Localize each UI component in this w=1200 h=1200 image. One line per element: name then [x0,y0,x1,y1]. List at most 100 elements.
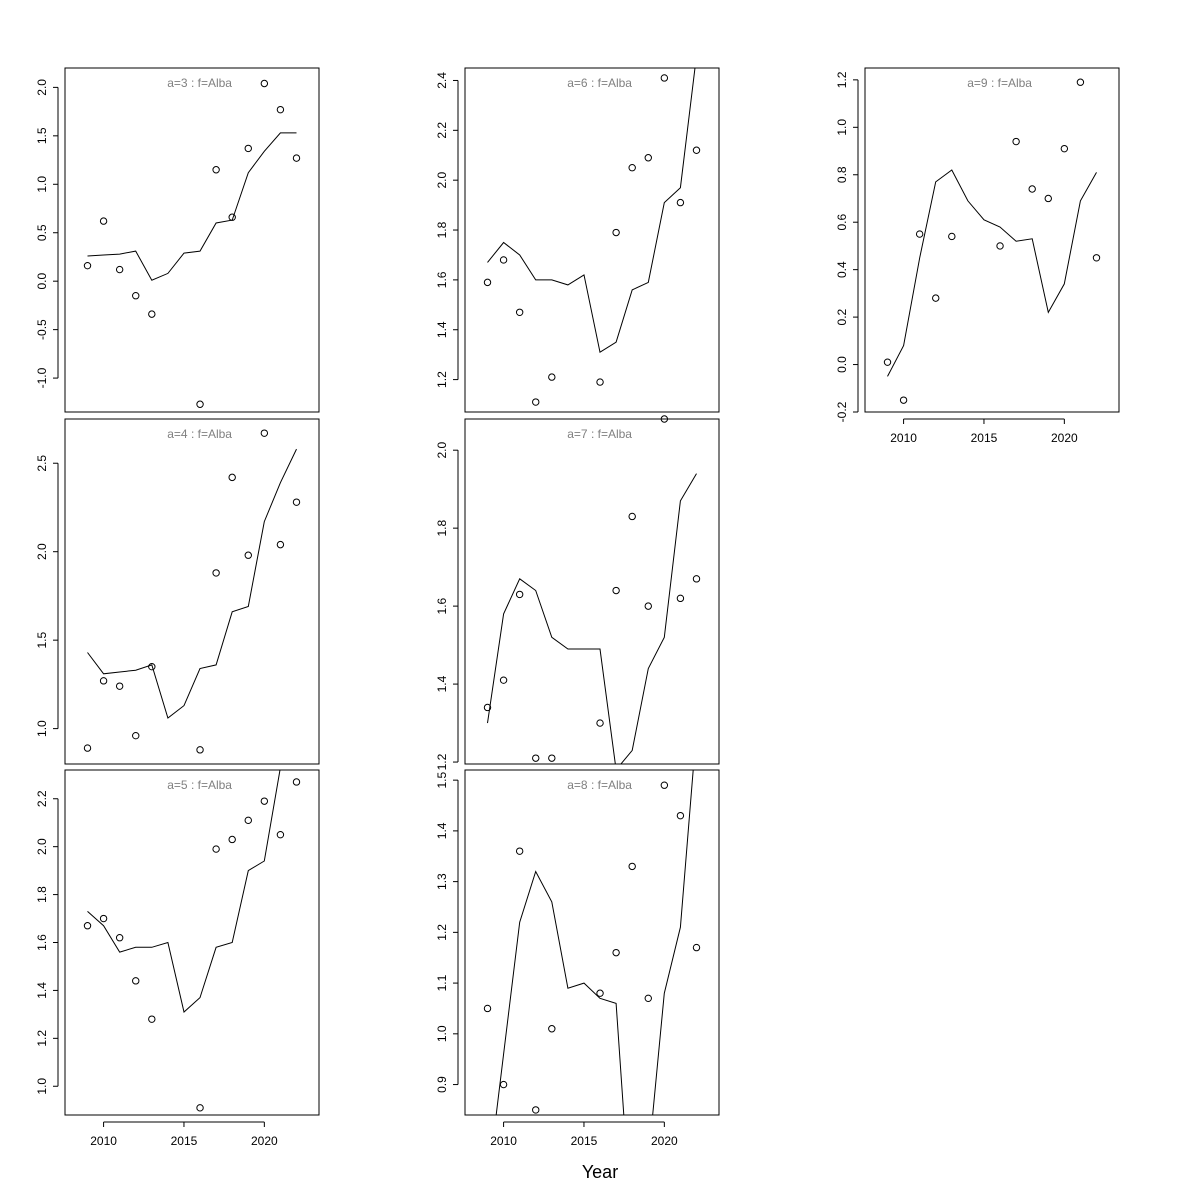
observed-point [612,586,620,595]
fitted-line [87,132,297,281]
observed-point [83,922,92,930]
observed-point [115,265,124,274]
y-tick-label: 2.0 [35,79,49,96]
observed-point [499,1080,508,1089]
observed-point [244,551,252,559]
panel-label: a=7 : f=Alba [567,427,632,441]
observed-point [115,934,124,942]
y-tick-label: 2.2 [435,122,449,139]
observed-point [196,400,204,408]
panel: a=9 : f=Alba -0.2 0.0 0.2 0.4 0.6 0.8 1.0 1.2 201… [835,67,1120,445]
fitted-line [487,473,697,764]
panel: a=5 : f=Alba 1.0 1.2 1.4 1.6 1.8 2.0 2.2 2010 201… [35,769,320,1148]
x-tick-label: 2015 [571,1134,598,1148]
y-tick-label: 1.5 [435,771,449,788]
observed-point [596,719,604,727]
observed-point [676,594,685,603]
y-tick-label: 2.0 [435,172,449,189]
y-tick-label: 2.4 [435,72,449,89]
observed-point [483,703,492,712]
y-tick-label: 1.3 [435,873,449,890]
observed-point [276,105,285,114]
y-tick-label: 1.4 [435,675,449,692]
panel: a=6 : f=Alba 1.2 1.4 1.6 1.8 2.0 2.2 2.4 [435,67,720,413]
observed-point [483,278,492,287]
observed-point [883,358,892,366]
y-tick-label: 1.5 [35,631,49,648]
observed-point [132,731,140,740]
panel: a=8 : f=Alba 0.9 1.0 1.1 1.2 1.3 1.4 1.5 2010 201… [435,769,720,1148]
observed-point [212,569,220,577]
observed-point [292,154,301,162]
observed-point [548,373,556,381]
y-tick-label: 1.6 [435,597,449,614]
y-tick-label: 0.6 [835,214,849,231]
observed-point [548,1025,556,1033]
y-tick-label: 1.0 [35,720,49,737]
y-tick-label: 1.8 [435,221,449,238]
observed-point [915,230,924,238]
x-tick-label: 2020 [1051,431,1078,445]
y-tick-label: 2.0 [435,442,449,459]
observed-point [244,816,252,825]
panel-label: a=3 : f=Alba [167,76,232,90]
observed-point [132,292,140,300]
observed-point [692,943,701,952]
y-tick-label: 1.8 [435,519,449,536]
observed-point [628,164,636,172]
panel-label: a=5 : f=Alba [167,778,232,792]
fitted-line [87,770,281,1013]
x-tick-label: 2010 [90,1134,117,1148]
y-tick-label: 2.0 [35,543,49,560]
y-tick-label: -1.0 [35,367,49,388]
panel-grid: a=3 : f=Alba-1.0-0.50.00.51.01.52.0a=4 :… [35,67,1120,1148]
y-tick-label: 1.4 [35,982,49,999]
observed-point [276,540,285,549]
observed-point [532,398,540,406]
observed-point [660,415,669,423]
y-tick-label: 1.2 [435,753,449,770]
fitted-line [887,169,1097,377]
observed-point [932,294,940,302]
fitted-line [87,448,297,719]
panel-label: a=4 : f=Alba [167,427,232,441]
panel-label: a=6 : f=Alba [567,76,632,90]
panel-frame [464,418,720,765]
panel-frame [64,67,320,413]
observed-point [115,682,124,690]
observed-point [1012,137,1020,146]
x-tick-label: 2015 [171,1134,198,1148]
y-tick-label: 1.4 [435,822,449,839]
observed-point [628,512,636,521]
observed-point [515,308,524,316]
x-axis-label: Year [582,1162,618,1182]
x-tick-label: 2015 [971,431,998,445]
y-tick-label: 1.0 [35,176,49,193]
panel: a=7 : f=Alba 1.2 1.4 1.6 1.8 2.0 [435,415,720,770]
observed-point [548,754,556,762]
x-tick-label: 2020 [251,1134,278,1148]
observed-point [228,473,236,482]
y-tick-label: 1.0 [835,119,849,136]
observed-point [515,590,524,599]
x-tick-label: 2010 [890,431,917,445]
observed-point [244,144,252,153]
observed-point [83,261,92,270]
observed-point [212,845,220,853]
y-tick-label: 1.2 [435,924,449,941]
observed-point [99,217,108,225]
observed-point [212,166,220,174]
observed-point [260,79,269,88]
fitted-line [487,68,696,354]
observed-point [644,994,652,1003]
panel-frame [64,418,320,765]
y-tick-label: 1.8 [35,886,49,903]
y-tick-label: 1.5 [35,127,49,144]
y-tick-label: 0.4 [835,261,849,278]
y-tick-label: 1.6 [35,934,49,951]
y-tick-label: 0.5 [35,224,49,241]
observed-point [1092,254,1101,262]
observed-point [899,396,908,404]
observed-point [499,676,508,684]
